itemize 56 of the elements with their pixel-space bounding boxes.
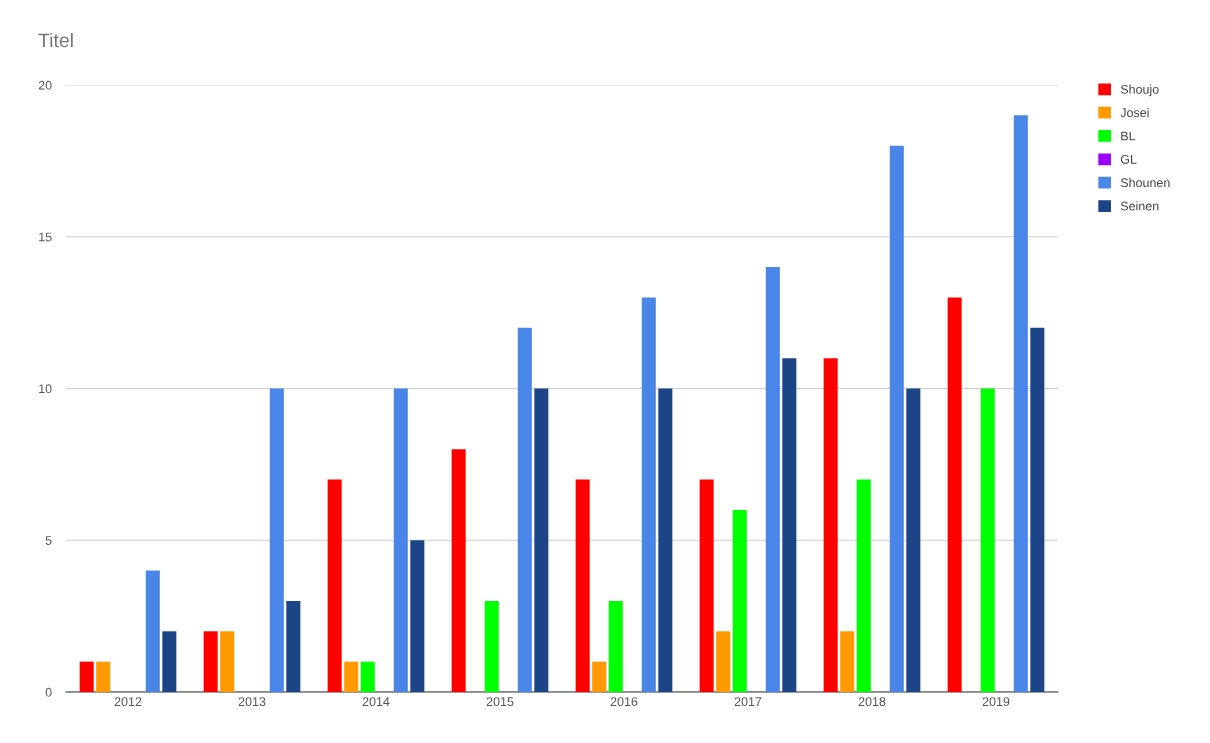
x-tick-label: 2012 [114,697,142,707]
y-tick-label: 20 [38,80,52,90]
bar [517,327,532,692]
bar [641,297,656,692]
y-tick-label: 15 [39,232,52,242]
bar [79,661,94,692]
bar [608,600,623,692]
bar [699,479,714,692]
x-tick-label: 2013 [238,697,266,707]
legend-label: BL [1121,131,1136,141]
bar [327,479,342,692]
bar [484,600,499,692]
x-tick-label: 2019 [982,697,1010,707]
bar [658,388,673,692]
bar [1030,327,1045,692]
bar [410,540,425,692]
bar [856,479,871,692]
bar [451,449,466,692]
legend-label: Shoujo [1120,84,1159,97]
bar [840,631,855,692]
bar [344,661,359,692]
bar [716,631,731,692]
bar [162,631,177,692]
legend-label: Shounen [1120,177,1170,188]
legend-label: Josei [1120,107,1149,118]
bar [145,570,160,692]
bar [575,479,590,692]
x-tick-label: 2016 [610,697,638,707]
y-tick-label: 0 [45,687,52,697]
bar [592,661,607,692]
x-tick-label: 2015 [486,697,514,707]
bar [360,661,375,692]
bar [269,388,284,692]
bar [765,267,780,692]
chart-title: Titel [38,32,73,48]
bar [534,388,549,692]
bar [782,358,797,692]
bar [732,509,747,692]
bar [889,145,904,692]
bar [220,631,235,692]
bar [947,297,962,692]
bar [906,388,921,692]
x-tick-label: 2017 [734,697,762,707]
x-tick-label: 2018 [858,697,886,707]
bar [203,631,218,692]
bar [1013,115,1028,692]
legend-label: GL [1120,154,1137,164]
bar [393,388,408,692]
legend-label: Seinen [1120,201,1159,211]
x-tick-label: 2014 [362,697,390,707]
bar [823,358,838,692]
y-tick-label: 10 [39,384,52,394]
bar [96,661,111,692]
y-tick-label: 5 [45,536,52,545]
bar [980,388,995,692]
bar [286,600,301,692]
